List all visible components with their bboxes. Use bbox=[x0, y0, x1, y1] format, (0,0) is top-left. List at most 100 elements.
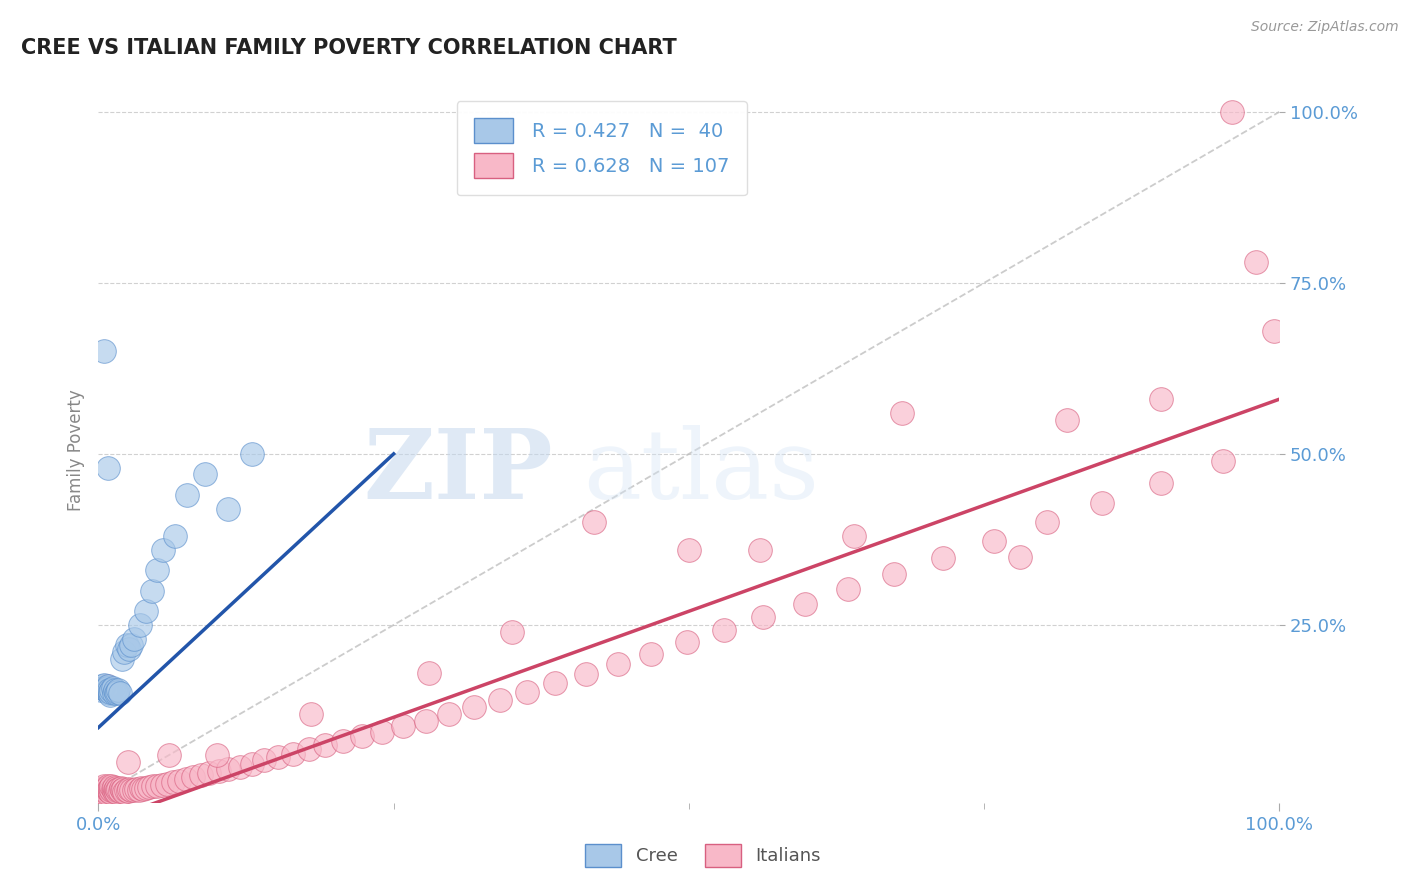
Point bbox=[108, 686, 131, 700]
Point bbox=[141, 583, 163, 598]
Text: Source: ZipAtlas.com: Source: ZipAtlas.com bbox=[1251, 20, 1399, 34]
Point bbox=[350, 730, 373, 744]
Point bbox=[111, 652, 134, 666]
Point bbox=[100, 682, 122, 697]
Point bbox=[198, 766, 221, 780]
Point bbox=[194, 467, 217, 482]
Point bbox=[96, 785, 118, 799]
Point bbox=[298, 742, 321, 756]
Point bbox=[111, 783, 134, 797]
Point bbox=[91, 782, 114, 797]
Point bbox=[97, 682, 120, 697]
Point bbox=[837, 582, 859, 597]
Point bbox=[157, 747, 180, 762]
Point bbox=[98, 682, 121, 697]
Point bbox=[105, 783, 128, 797]
Point bbox=[100, 783, 122, 797]
Point bbox=[152, 542, 174, 557]
Point bbox=[415, 714, 437, 728]
Point bbox=[1036, 516, 1059, 530]
Point bbox=[98, 780, 121, 795]
Point bbox=[217, 501, 239, 516]
Point bbox=[1008, 549, 1031, 564]
Point bbox=[1091, 496, 1114, 510]
Point bbox=[105, 685, 128, 699]
Point bbox=[91, 681, 114, 695]
Point bbox=[748, 542, 770, 557]
Point bbox=[93, 783, 115, 797]
Point bbox=[91, 780, 114, 795]
Point bbox=[583, 516, 606, 530]
Point bbox=[98, 686, 121, 700]
Point bbox=[190, 768, 212, 782]
Point bbox=[91, 785, 114, 799]
Y-axis label: Family Poverty: Family Poverty bbox=[66, 390, 84, 511]
Point bbox=[299, 706, 322, 721]
Point bbox=[112, 782, 135, 797]
Point bbox=[208, 764, 231, 779]
Point bbox=[142, 779, 165, 793]
Point bbox=[118, 641, 141, 656]
Point bbox=[150, 778, 173, 792]
Point bbox=[107, 682, 129, 697]
Point bbox=[640, 647, 662, 661]
Point bbox=[90, 787, 112, 801]
Point bbox=[117, 784, 139, 798]
Point bbox=[890, 406, 912, 420]
Point bbox=[93, 785, 115, 799]
Point bbox=[121, 639, 143, 653]
Point bbox=[1150, 392, 1173, 406]
Point bbox=[122, 632, 145, 646]
Point bbox=[544, 676, 567, 690]
Point bbox=[174, 772, 197, 786]
Point bbox=[205, 747, 228, 762]
Point bbox=[932, 550, 955, 565]
Point bbox=[607, 657, 630, 671]
Point bbox=[128, 782, 150, 797]
Point bbox=[167, 773, 190, 788]
Point bbox=[98, 782, 121, 797]
Point bbox=[103, 780, 125, 794]
Point bbox=[217, 762, 239, 776]
Point bbox=[165, 529, 187, 543]
Point bbox=[240, 447, 263, 461]
Point bbox=[94, 682, 117, 697]
Legend: Cree, Italians: Cree, Italians bbox=[578, 837, 828, 874]
Point bbox=[675, 635, 697, 649]
Point bbox=[371, 724, 394, 739]
Point bbox=[176, 488, 198, 502]
Point bbox=[883, 567, 905, 582]
Point bbox=[96, 681, 118, 695]
Point bbox=[229, 759, 252, 773]
Point bbox=[463, 700, 485, 714]
Point bbox=[104, 782, 127, 797]
Point bbox=[146, 779, 169, 793]
Text: ZIP: ZIP bbox=[364, 425, 553, 518]
Point bbox=[181, 770, 204, 784]
Point bbox=[107, 782, 129, 797]
Point bbox=[93, 779, 115, 793]
Point bbox=[89, 785, 111, 799]
Point bbox=[90, 682, 112, 697]
Point bbox=[844, 529, 866, 543]
Point bbox=[793, 598, 815, 612]
Point bbox=[121, 782, 143, 797]
Point bbox=[314, 739, 336, 753]
Point bbox=[332, 734, 354, 748]
Point bbox=[105, 780, 128, 795]
Text: CREE VS ITALIAN FAMILY POVERTY CORRELATION CHART: CREE VS ITALIAN FAMILY POVERTY CORRELATI… bbox=[21, 38, 676, 58]
Point bbox=[110, 780, 132, 795]
Point bbox=[112, 785, 135, 799]
Point bbox=[392, 719, 415, 733]
Point bbox=[1056, 412, 1078, 426]
Point bbox=[101, 681, 124, 695]
Text: atlas: atlas bbox=[582, 425, 818, 518]
Point bbox=[156, 777, 179, 791]
Point bbox=[129, 780, 152, 795]
Point bbox=[103, 784, 125, 798]
Point bbox=[108, 784, 131, 798]
Point bbox=[267, 750, 290, 764]
Point bbox=[117, 755, 139, 769]
Point bbox=[98, 688, 121, 702]
Point bbox=[418, 665, 440, 680]
